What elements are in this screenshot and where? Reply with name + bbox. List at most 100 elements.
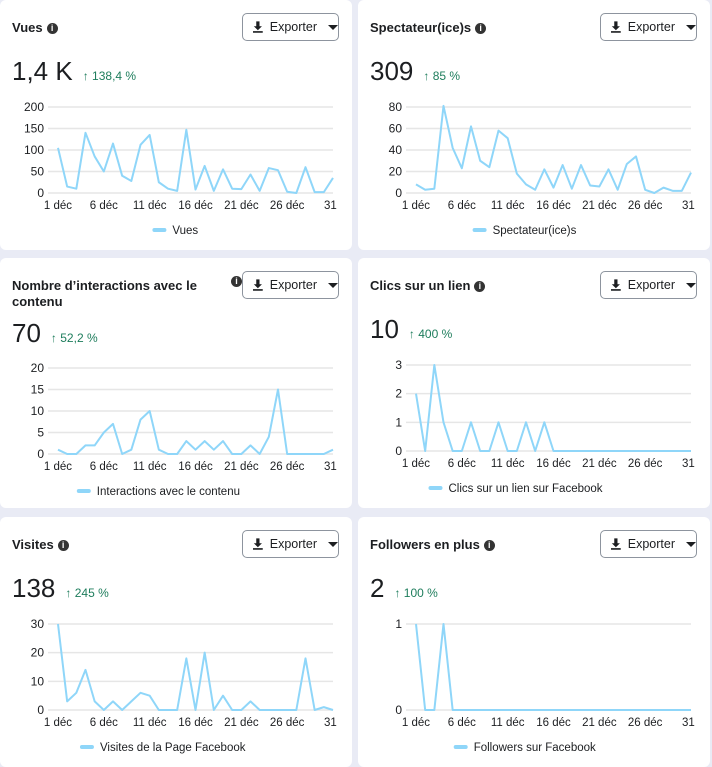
info-icon[interactable]: i [57, 540, 69, 551]
line-chart: 0 20 40 60 80 1 déc 6 déc 11 déc 16 déc 21 déc 26 … [358, 95, 710, 245]
x-tick-label: 16 déc [178, 717, 213, 729]
export-button[interactable]: Exporter [242, 271, 339, 299]
y-tick-label: 15 [31, 383, 45, 397]
series-line-views [58, 130, 333, 193]
card-title-text: Nombre d’interactions avec le contenu [12, 278, 197, 309]
line-chart: 0 10 20 30 1 déc 6 déc 11 déc 16 déc 21 déc 26 dé… [0, 612, 352, 762]
x-tick-label: 11 déc [491, 458, 525, 470]
export-label: Exporter [627, 537, 675, 551]
line-chart: 0 50 100 150 200 1 déc 6 déc 11 déc 16 déc 21 déc… [0, 95, 352, 245]
y-tick-label: 20 [389, 165, 403, 179]
y-tick-label: 1 [395, 617, 402, 631]
x-tick-label: 16 déc [536, 717, 571, 729]
y-tick-label: 0 [37, 703, 44, 717]
export-button[interactable]: Exporter [600, 13, 697, 41]
x-tick-label: 1 déc [402, 717, 430, 729]
x-tick-label: 16 déc [536, 200, 571, 212]
x-tick-label: 31 déc [324, 461, 352, 473]
card-title: Followers en plus i [370, 537, 580, 553]
y-tick-label: 0 [37, 186, 44, 200]
y-tick-label: 10 [31, 674, 45, 688]
legend[interactable]: Followers sur Facebook [454, 742, 596, 754]
y-tick-label: 80 [389, 100, 403, 114]
metric: 309 ↑ 85 % [370, 56, 460, 87]
info-icon[interactable]: i [474, 281, 486, 292]
x-tick-label: 31 déc [682, 717, 710, 729]
export-button[interactable]: Exporter [600, 530, 697, 558]
legend-swatch [429, 486, 443, 490]
metric: 10 ↑ 400 % [370, 314, 452, 345]
x-tick-label: 26 déc [628, 717, 663, 729]
legend-label: Clics sur un lien sur Facebook [449, 483, 603, 495]
link-clicks-card: Clics sur un lien i Exporter 10 ↑ 400 % 0 1 2 3 1… [358, 258, 710, 508]
new-followers-card: Followers en plus i Exporter 2 ↑ 100 % 0 1 1 dé… [358, 517, 710, 767]
x-tick-label: 26 déc [628, 458, 663, 470]
card-title-text: Vues [12, 20, 43, 35]
legend[interactable]: Spectateur(ice)s [473, 225, 577, 237]
export-label: Exporter [627, 278, 675, 292]
line-chart: 011 déc 6 déc 11 déc 16 déc 21 déc 26 déc 31 d… [358, 612, 710, 762]
page-visits-card: Visites i Exporter 138 ↑ 245 % 0 10 20 30 1 déc 6 … [0, 517, 352, 767]
x-tick-label: 16 déc [536, 458, 571, 470]
x-tick-label: 6 déc [448, 717, 476, 729]
x-tick-label: 6 déc [90, 200, 118, 212]
info-icon[interactable]: i [475, 23, 487, 34]
x-tick-label: 16 déc [178, 200, 213, 212]
y-tick-label: 5 [37, 426, 44, 440]
legend[interactable]: Visites de la Page Facebook [80, 742, 246, 754]
y-tick-label: 100 [24, 143, 44, 157]
chevron-down-icon [686, 282, 696, 288]
viewers-card: Spectateur(ice)s i Exporter 309 ↑ 85 % 0 20 40 6… [358, 0, 710, 250]
card-title-text: Clics sur un lien [370, 278, 471, 293]
card-title: Clics sur un lien i [370, 278, 580, 294]
x-tick-label: 26 déc [270, 461, 305, 473]
metric-change: ↑ 52,2 % [50, 331, 98, 345]
legend-label: Vues [172, 225, 198, 237]
chevron-down-icon [686, 541, 696, 547]
export-button[interactable]: Exporter [242, 530, 339, 558]
x-tick-label: 6 déc [448, 458, 476, 470]
download-icon [253, 538, 263, 550]
metric-change: ↑ 138,4 % [82, 69, 137, 83]
x-tick-label: 16 déc [178, 461, 213, 473]
legend[interactable]: Interactions avec le contenu [77, 486, 240, 498]
legend-swatch [80, 745, 94, 749]
export-label: Exporter [627, 20, 675, 34]
y-tick-label: 0 [395, 186, 402, 200]
metric: 138 ↑ 245 % [12, 573, 109, 604]
y-tick-label: 2 [395, 387, 402, 401]
legend-label: Visites de la Page Facebook [100, 742, 246, 754]
x-tick-label: 11 déc [491, 200, 525, 212]
card-title-text: Spectateur(ice)s [370, 20, 472, 35]
x-tick-label: 1 déc [44, 200, 72, 212]
legend[interactable]: Vues [152, 225, 198, 237]
series-line-content-interactions [58, 390, 333, 455]
metric-value: 70 [12, 318, 41, 348]
info-icon[interactable]: i [231, 276, 242, 287]
card-title: Nombre d’interactions avec le contenu [12, 278, 222, 310]
export-button[interactable]: Exporter [242, 13, 339, 41]
download-icon [611, 538, 621, 550]
x-tick-label: 21 déc [582, 717, 617, 729]
metric-change: ↑ 400 % [408, 327, 453, 341]
export-label: Exporter [269, 20, 317, 34]
card-title-text: Visites [12, 537, 54, 552]
metric-change: ↑ 85 % [423, 69, 461, 83]
download-icon [253, 21, 263, 33]
metric-value: 138 [12, 573, 56, 603]
x-tick-label: 6 déc [448, 200, 476, 212]
export-button[interactable]: Exporter [600, 271, 697, 299]
x-tick-label: 21 déc [224, 461, 259, 473]
legend-label: Interactions avec le contenu [97, 486, 240, 498]
info-icon[interactable]: i [46, 23, 58, 34]
y-tick-label: 60 [389, 122, 403, 136]
x-tick-label: 21 déc [224, 200, 259, 212]
x-tick-label: 1 déc [44, 461, 72, 473]
chevron-down-icon [328, 24, 338, 30]
legend[interactable]: Clics sur un lien sur Facebook [429, 483, 603, 495]
y-tick-label: 40 [389, 143, 403, 157]
info-icon[interactable]: i [483, 540, 495, 551]
x-tick-label: 31 déc [324, 200, 352, 212]
